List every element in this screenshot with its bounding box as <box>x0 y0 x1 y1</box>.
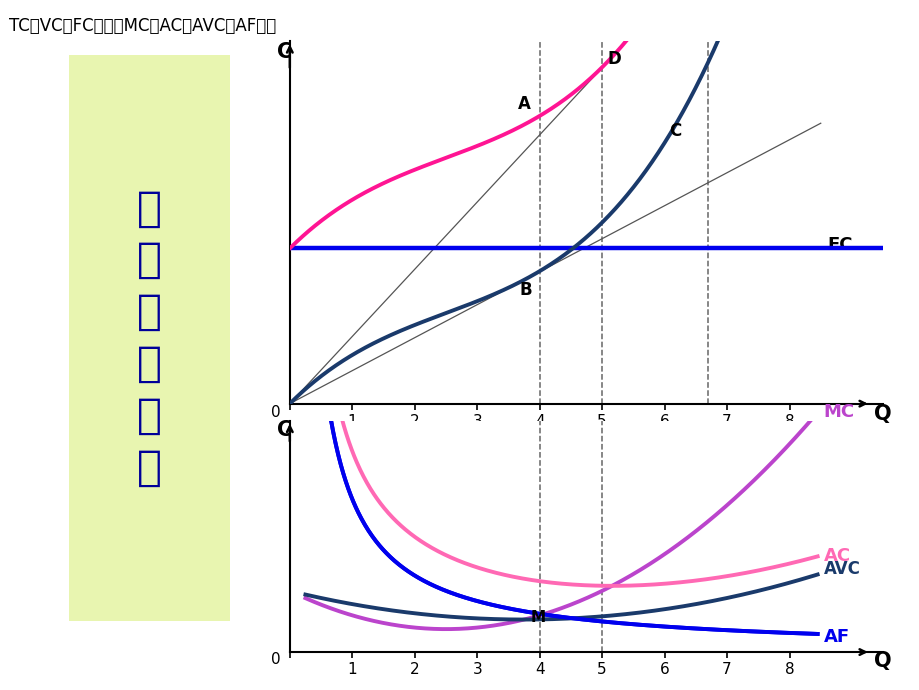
Text: C: C <box>277 42 292 62</box>
Text: A: A <box>517 95 530 113</box>
Text: AC: AC <box>823 547 850 565</box>
Text: D: D <box>607 50 620 68</box>
Text: M: M <box>529 610 545 625</box>
Text: AVC: AVC <box>823 560 860 578</box>
Text: AF: AF <box>823 629 849 647</box>
Text: 0: 0 <box>271 406 280 420</box>
Text: C: C <box>669 122 681 140</box>
Text: Q: Q <box>873 651 891 671</box>
Text: TC、VC、FC曲线，MC、AC、AVC、AF曲线: TC、VC、FC曲线，MC、AC、AVC、AF曲线 <box>9 17 276 35</box>
Text: Q: Q <box>873 404 891 424</box>
Text: C: C <box>277 420 292 440</box>
Text: 0: 0 <box>271 652 280 667</box>
Text: FC: FC <box>826 236 852 254</box>
Text: B: B <box>519 282 532 299</box>
Text: MC: MC <box>823 404 854 422</box>
Text: 成
本
间
的
关
系: 成 本 间 的 关 系 <box>137 188 163 489</box>
